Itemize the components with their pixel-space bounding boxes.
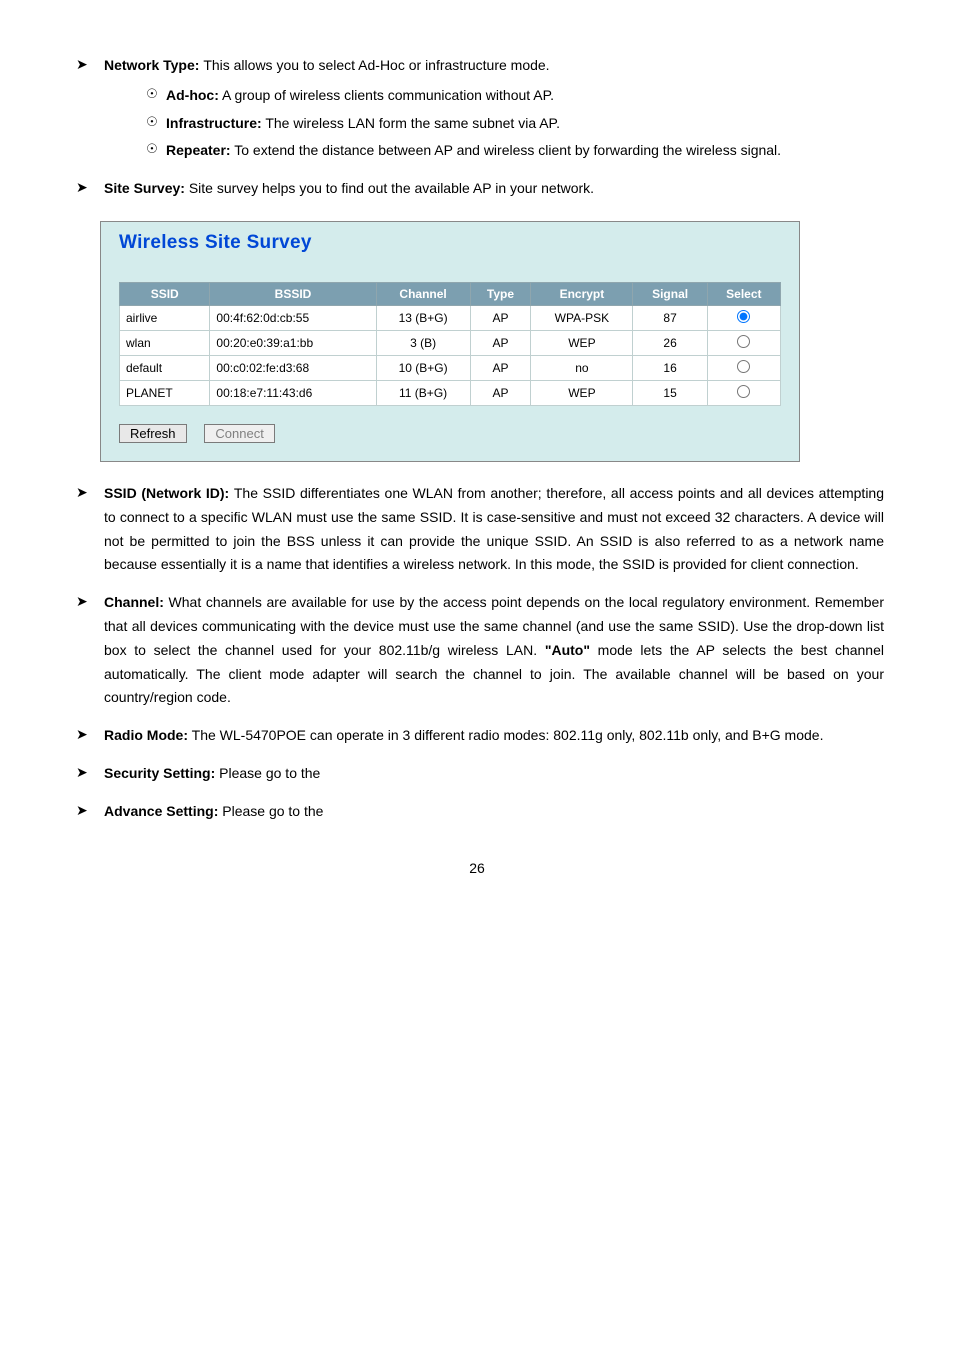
network-type-sub-label: Infrastructure: xyxy=(166,115,262,131)
survey-title: Wireless Site Survey xyxy=(119,232,781,254)
bullet-arrow-icon: ➤ xyxy=(70,177,104,198)
signal-cell: 16 xyxy=(633,355,707,380)
network-type-desc: This allows you to select Ad-Hoc or infr… xyxy=(203,57,549,73)
survey-col-header: Channel xyxy=(376,282,470,305)
ssid-cell: wlan xyxy=(120,330,210,355)
page-number: 26 xyxy=(70,830,884,876)
signal-cell: 26 xyxy=(633,330,707,355)
type-cell: AP xyxy=(470,330,531,355)
radio-mode-desc: The WL-5470POE can operate in 3 differen… xyxy=(188,727,823,743)
table-row: default00:c0:02:fe:d3:6810 (B+G)APno16 xyxy=(120,355,781,380)
advance-desc: Please go to the xyxy=(218,803,323,819)
bullet-arrow-icon: ➤ xyxy=(70,762,104,783)
survey-col-header: Encrypt xyxy=(531,282,633,305)
channel-cell: 3 (B) xyxy=(376,330,470,355)
network-type-line: Network Type: This allows you to select … xyxy=(104,54,884,78)
site-survey-desc: Site survey helps you to find out the av… xyxy=(189,180,594,196)
survey-col-header: Signal xyxy=(633,282,707,305)
network-type-label: Network Type: xyxy=(104,57,203,73)
table-row: wlan00:20:e0:39:a1:bb3 (B)APWEP26 xyxy=(120,330,781,355)
survey-table: SSIDBSSIDChannelTypeEncryptSignalSelect … xyxy=(119,282,781,406)
select-radio[interactable] xyxy=(737,360,750,373)
bssid-cell: 00:20:e0:39:a1:bb xyxy=(210,330,376,355)
network-type-sub-text: To extend the distance between AP and wi… xyxy=(231,142,781,158)
survey-col-header: Type xyxy=(470,282,531,305)
bssid-cell: 00:c0:02:fe:d3:68 xyxy=(210,355,376,380)
site-survey-line: Site Survey: Site survey helps you to fi… xyxy=(104,177,884,201)
encrypt-cell: no xyxy=(531,355,633,380)
network-type-sub: Ad-hoc: A group of wireless clients comm… xyxy=(166,84,884,108)
bssid-cell: 00:4f:62:0d:cb:55 xyxy=(210,305,376,330)
table-row: PLANET00:18:e7:11:43:d611 (B+G)APWEP15 xyxy=(120,380,781,405)
channel-label: Channel: xyxy=(104,594,169,610)
bullet-arrow-icon: ➤ xyxy=(70,54,104,75)
channel-cell: 11 (B+G) xyxy=(376,380,470,405)
network-type-sub-text: The wireless LAN form the same subnet vi… xyxy=(262,115,560,131)
bullet-arrow-icon: ➤ xyxy=(70,800,104,821)
bullet-arrow-icon: ➤ xyxy=(70,591,104,612)
network-type-sub-label: Repeater: xyxy=(166,142,231,158)
table-row: airlive00:4f:62:0d:cb:5513 (B+G)APWPA-PS… xyxy=(120,305,781,330)
security-label: Security Setting: xyxy=(104,765,215,781)
select-cell xyxy=(707,355,780,380)
network-type-sub: Infrastructure: The wireless LAN form th… xyxy=(166,112,884,136)
bullet-circle-icon: ☉ xyxy=(138,84,166,105)
site-survey-screenshot: Wireless Site Survey SSIDBSSIDChannelTyp… xyxy=(100,221,800,462)
channel-line: Channel: What channels are available for… xyxy=(104,591,884,710)
survey-col-header: BSSID xyxy=(210,282,376,305)
bullet-arrow-icon: ➤ xyxy=(70,482,104,503)
ssid-cell: PLANET xyxy=(120,380,210,405)
ssid-cell: airlive xyxy=(120,305,210,330)
type-cell: AP xyxy=(470,380,531,405)
encrypt-cell: WPA-PSK xyxy=(531,305,633,330)
security-desc: Please go to the xyxy=(215,765,320,781)
connect-button[interactable]: Connect xyxy=(204,424,274,443)
encrypt-cell: WEP xyxy=(531,330,633,355)
survey-col-header: SSID xyxy=(120,282,210,305)
select-cell xyxy=(707,305,780,330)
bullet-circle-icon: ☉ xyxy=(138,139,166,160)
select-cell xyxy=(707,380,780,405)
network-type-sub-text: A group of wireless clients communicatio… xyxy=(219,87,554,103)
network-type-sub: Repeater: To extend the distance between… xyxy=(166,139,884,163)
network-type-sub-label: Ad-hoc: xyxy=(166,87,219,103)
radio-mode-line: Radio Mode: The WL-5470POE can operate i… xyxy=(104,724,884,748)
survey-col-header: Select xyxy=(707,282,780,305)
channel-cell: 13 (B+G) xyxy=(376,305,470,330)
ssid-cell: default xyxy=(120,355,210,380)
ssid-label: SSID (Network ID): xyxy=(104,485,234,501)
ssid-line: SSID (Network ID): The SSID differentiat… xyxy=(104,482,884,577)
channel-auto-bold: "Auto" xyxy=(545,642,590,658)
signal-cell: 87 xyxy=(633,305,707,330)
select-radio[interactable] xyxy=(737,310,750,323)
radio-mode-label: Radio Mode: xyxy=(104,727,188,743)
security-line: Security Setting: Please go to the xyxy=(104,762,884,786)
refresh-button[interactable]: Refresh xyxy=(119,424,187,443)
site-survey-label: Site Survey: xyxy=(104,180,189,196)
bullet-arrow-icon: ➤ xyxy=(70,724,104,745)
select-radio[interactable] xyxy=(737,385,750,398)
advance-line: Advance Setting: Please go to the xyxy=(104,800,884,824)
type-cell: AP xyxy=(470,305,531,330)
select-radio[interactable] xyxy=(737,335,750,348)
bullet-circle-icon: ☉ xyxy=(138,112,166,133)
bssid-cell: 00:18:e7:11:43:d6 xyxy=(210,380,376,405)
select-cell xyxy=(707,330,780,355)
encrypt-cell: WEP xyxy=(531,380,633,405)
advance-label: Advance Setting: xyxy=(104,803,218,819)
type-cell: AP xyxy=(470,355,531,380)
signal-cell: 15 xyxy=(633,380,707,405)
channel-cell: 10 (B+G) xyxy=(376,355,470,380)
